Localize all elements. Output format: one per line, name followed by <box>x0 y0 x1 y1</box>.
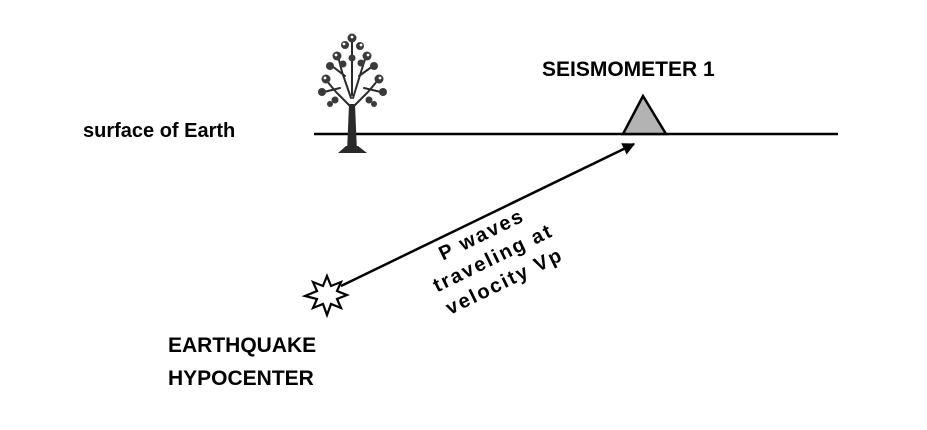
hypocenter-label-line2: HYPOCENTER <box>168 367 314 390</box>
surface-label: surface of Earth <box>83 120 235 142</box>
p-wave-ray <box>340 142 636 288</box>
seismometer-label: SEISMOMETER 1 <box>542 58 715 81</box>
starburst-icon <box>301 273 350 319</box>
hypocenter-label-line1: EARTHQUAKE <box>168 334 316 357</box>
wave-description: P waves traveling at velocity Vp <box>430 205 567 320</box>
tree-icon <box>318 33 387 153</box>
triangle-seismometer-icon <box>620 93 669 136</box>
